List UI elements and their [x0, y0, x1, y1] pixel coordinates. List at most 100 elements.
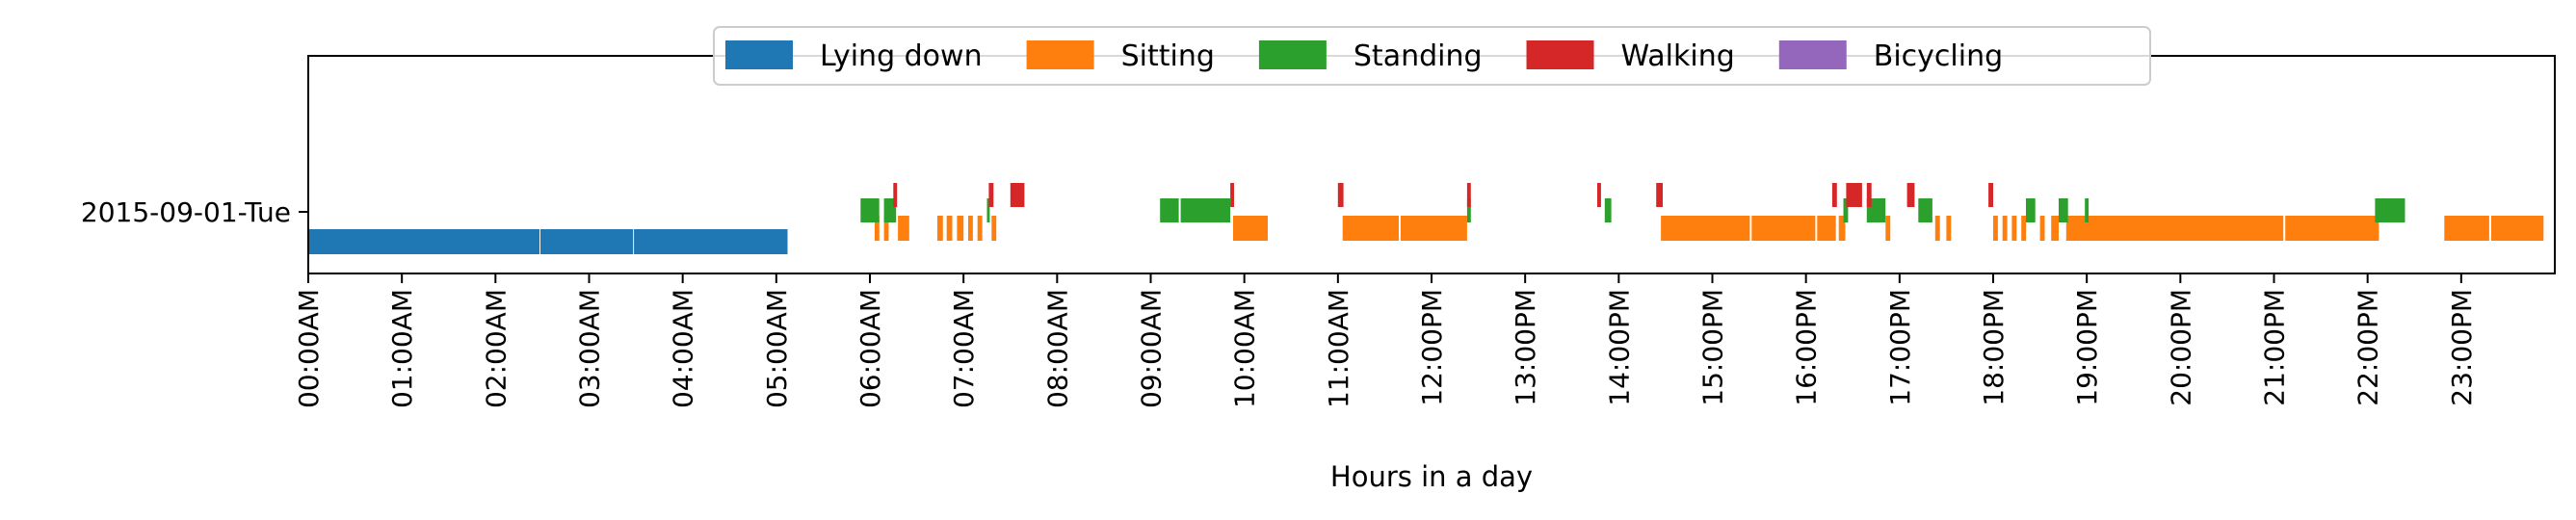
x-tick-label: 09:00AM [1136, 289, 1168, 408]
legend-swatch [1258, 40, 1327, 69]
sitting-segment [1400, 216, 1467, 241]
y-axis: 2015-09-01-Tue [81, 196, 308, 228]
sitting-segment [1817, 216, 1836, 241]
x-tick-label: 00:00AM [293, 289, 325, 408]
walking-segment [1846, 183, 1862, 207]
activity-marks [308, 183, 2544, 254]
sitting-segment [1233, 216, 1268, 241]
x-tick-label: 07:00AM [948, 289, 980, 408]
x-tick-label: 03:00AM [574, 289, 606, 408]
legend-label: Standing [1354, 39, 1483, 73]
walking-segment [1988, 183, 1993, 207]
standing-segment [2085, 198, 2090, 222]
legend-label: Walking [1621, 39, 1735, 73]
standing-segment [1160, 198, 1179, 222]
sitting-segment [874, 216, 880, 241]
sitting-segment [1751, 216, 1816, 241]
legend-swatch [1778, 40, 1847, 69]
x-tick-label: 06:00AM [854, 289, 886, 408]
standing-segment [1918, 198, 1932, 222]
x-tick-label: 02:00AM [480, 289, 512, 408]
lying-down-segment [634, 229, 788, 254]
sitting-segment [2444, 216, 2489, 241]
x-tick-label: 11:00AM [1323, 289, 1354, 408]
standing-segment [986, 198, 990, 222]
walking-segment [988, 183, 994, 207]
legend-item-bicycling: Bicycling [1778, 39, 2003, 73]
x-tick-label: 20:00PM [2165, 289, 2196, 406]
legend-label: Bicycling [1874, 39, 2003, 73]
sitting-segment [991, 216, 997, 241]
walking-segment [1230, 183, 1234, 207]
legend-swatch [1026, 40, 1094, 69]
walking-segment [1597, 183, 1601, 207]
sitting-segment [883, 216, 889, 241]
standing-segment [1180, 198, 1231, 222]
x-tick-label: 18:00PM [1978, 289, 2010, 406]
sitting-segment [957, 216, 964, 241]
standing-segment [2059, 198, 2068, 222]
x-axis: 00:00AM 01:00AM 02:00AM 03:00AM 04:00AM 05:00… [293, 273, 2478, 408]
x-tick-label: 16:00PM [1791, 289, 1823, 406]
sitting-segment [2011, 216, 2017, 241]
sitting-segment [968, 216, 973, 241]
standing-segment [883, 198, 897, 222]
sitting-segment [2039, 216, 2045, 241]
x-tick-label: 01:00AM [386, 289, 418, 408]
sitting-segment [2490, 216, 2544, 241]
sitting-segment [1946, 216, 1952, 241]
standing-segment [2375, 198, 2405, 222]
legend-item-standing: Standing [1258, 39, 1483, 73]
sitting-segment [2021, 216, 2027, 241]
x-tick-label: 19:00PM [2071, 289, 2103, 406]
x-tick-label: 15:00PM [1697, 289, 1729, 406]
standing-segment [860, 198, 880, 222]
sitting-segment [1993, 216, 1998, 241]
walking-segment [893, 183, 898, 207]
legend-item-walking: Walking [1526, 39, 1735, 73]
walking-segment [1656, 183, 1663, 207]
sitting-segment [2051, 216, 2059, 241]
sitting-segment [946, 216, 953, 241]
x-tick-label: 08:00AM [1041, 289, 1073, 408]
x-tick-label: 22:00PM [2353, 289, 2384, 406]
standing-segment [1604, 198, 1612, 222]
sitting-segment [898, 216, 909, 241]
x-axis-label: Hours in a day [1330, 460, 1533, 493]
walking-segment [1906, 183, 1915, 207]
x-tick-label: 23:00PM [2446, 289, 2478, 406]
sitting-segment [1838, 216, 1846, 241]
legend-item-lying-down: Lying down [725, 39, 983, 73]
legend-label: Sitting [1121, 39, 1215, 73]
sitting-segment [1661, 216, 1750, 241]
walking-segment [1337, 183, 1344, 207]
x-tick-label: 10:00AM [1229, 289, 1261, 408]
standing-segment [1466, 198, 1471, 222]
sitting-segment [2002, 216, 2008, 241]
legend-swatch [725, 40, 793, 69]
sitting-segment [1885, 216, 1891, 241]
sitting-segment [2065, 216, 2284, 241]
legend: Lying down Sitting Standing Walking Bicyclin… [713, 26, 2151, 86]
standing-segment [2026, 198, 2036, 222]
legend-swatch [1526, 40, 1594, 69]
sitting-segment [1934, 216, 1940, 241]
x-tick-label: 05:00AM [761, 289, 793, 408]
x-tick-label: 17:00PM [1884, 289, 1916, 406]
day-label: 2015-09-01-Tue [81, 196, 291, 228]
walking-segment [1866, 183, 1872, 207]
walking-segment [1010, 183, 1025, 207]
x-tick-label: 14:00PM [1603, 289, 1635, 406]
sitting-segment [1342, 216, 1399, 241]
x-tick-label: 04:00AM [668, 289, 699, 408]
x-tick-label: 13:00PM [1510, 289, 1541, 406]
x-tick-label: 12:00PM [1416, 289, 1448, 406]
legend-item-sitting: Sitting [1026, 39, 1215, 73]
legend-label: Lying down [820, 39, 983, 73]
walking-segment [1466, 183, 1471, 207]
lying-down-segment [540, 229, 634, 254]
sitting-segment [937, 216, 943, 241]
sitting-segment [977, 216, 983, 241]
lying-down-segment [308, 229, 539, 254]
